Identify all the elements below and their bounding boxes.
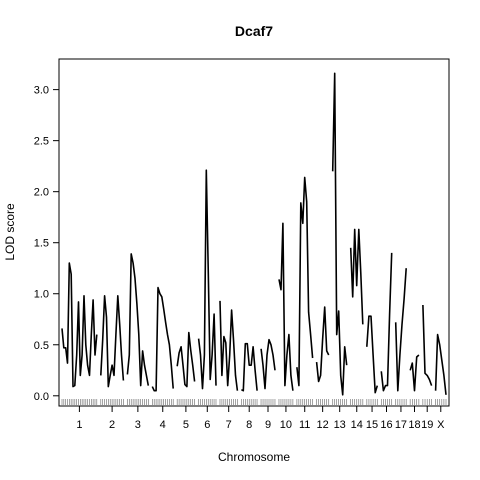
lod-line-chr-X — [434, 333, 447, 395]
lod-line-chr-4 — [151, 286, 174, 392]
x-tick-label: 6 — [204, 419, 210, 431]
y-tick-label: 0.0 — [34, 391, 49, 403]
x-tick-label: 14 — [351, 419, 363, 431]
y-axis: 0.0 0.5 1.0 1.5 2.0 2.5 3.0 — [34, 85, 59, 403]
lod-line-chr-15 — [366, 315, 379, 394]
lod-line-chr-10 — [278, 222, 294, 391]
marker-rug — [61, 399, 447, 405]
x-tick-label: 15 — [366, 419, 378, 431]
x-tick-label: 19 — [421, 419, 433, 431]
x-tick-label: 1 — [76, 419, 82, 431]
lod-line-chr-11 — [296, 176, 314, 387]
x-tick-label: 4 — [160, 419, 166, 431]
lod-line-chr-16 — [380, 252, 393, 392]
x-tick-label: 11 — [299, 419, 310, 431]
x-tick-label: 7 — [226, 419, 232, 431]
y-tick-label: 1.5 — [34, 238, 49, 250]
x-tick-label: 12 — [317, 419, 329, 431]
x-tick-label: 17 — [395, 419, 407, 431]
lod-line-chr-18 — [409, 354, 420, 392]
lod-line-chr-17 — [394, 268, 407, 392]
y-axis-label: LOD score — [3, 203, 17, 261]
x-tick-label: 16 — [380, 419, 392, 431]
lod-line-chr-2 — [100, 294, 125, 388]
lod-line-chr-7 — [219, 300, 239, 391]
lod-line-chr-6 — [197, 169, 217, 390]
x-tick-label: 2 — [109, 419, 115, 431]
lod-line-chr-5 — [176, 331, 196, 388]
x-tick-label: 10 — [280, 419, 292, 431]
lod-line-chr-13 — [331, 72, 348, 396]
x-tick-label: 18 — [408, 419, 420, 431]
y-tick-label: 0.5 — [34, 340, 49, 352]
lod-line-chr-1 — [61, 262, 98, 388]
x-tick-label: 8 — [246, 419, 252, 431]
lod-line-chr-9 — [260, 338, 276, 390]
x-axis-label: Chromosome — [218, 450, 290, 464]
x-tick-label: 9 — [265, 419, 271, 431]
y-tick-label: 3.0 — [34, 85, 49, 97]
lod-line-chr-14 — [349, 228, 364, 325]
chart-title: Dcaf7 — [235, 23, 273, 39]
y-tick-label: 1.0 — [34, 289, 49, 301]
x-tick-label: 13 — [334, 419, 346, 431]
lod-line-chr-12 — [315, 306, 330, 383]
lod-series — [61, 72, 447, 396]
x-tick-label: 5 — [183, 419, 189, 431]
y-tick-label: 2.5 — [34, 136, 49, 148]
plot-frame — [58, 58, 450, 407]
lod-line-chr-19 — [422, 304, 433, 386]
x-axis: 1 2 3 4 5 6 7 8 9 10 11 12 13 14 15 16 17 18 19 X — [76, 406, 445, 431]
lod-line-chr-8 — [241, 342, 258, 392]
x-tick-label: X — [437, 419, 445, 431]
y-tick-label: 2.0 — [34, 187, 49, 199]
lod-line-chr-3 — [126, 253, 150, 387]
x-tick-label: 3 — [135, 419, 141, 431]
